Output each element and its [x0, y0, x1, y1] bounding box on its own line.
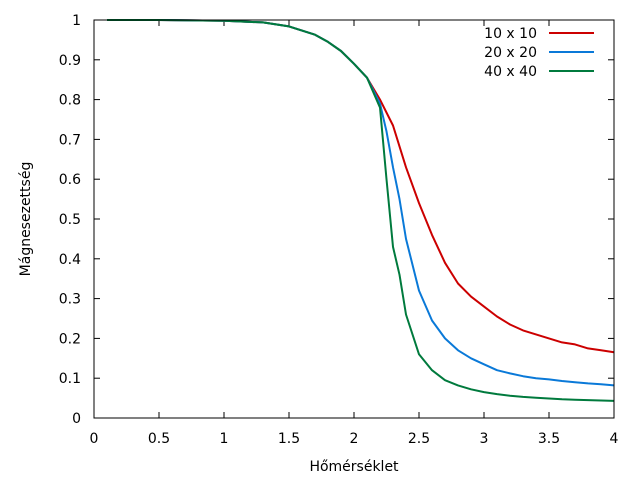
- y-tick-label: 0.8: [59, 93, 81, 109]
- x-tick-label: 1: [220, 431, 229, 447]
- y-tick-label: 0.6: [59, 172, 81, 188]
- y-tick-label: 0.7: [59, 132, 81, 148]
- y-tick-label: 0.1: [59, 371, 81, 387]
- legend-label: 10 x 10: [484, 26, 537, 42]
- legend-label: 40 x 40: [484, 64, 537, 80]
- plot-frame: [93, 19, 615, 419]
- y-tick-label: 0.4: [59, 252, 81, 268]
- y-tick-label: 1: [72, 13, 81, 29]
- series-line-3: [107, 19, 615, 402]
- legend-label: 20 x 20: [484, 45, 537, 61]
- x-tick-label: 3.5: [538, 431, 560, 447]
- x-tick-label: 2.5: [408, 431, 430, 447]
- y-tick-label: 0.2: [59, 331, 81, 347]
- y-tick-label: 0: [72, 411, 81, 427]
- x-tick-label: 2: [350, 431, 359, 447]
- axis-ticks: 0 0.5 1 1.5 2 2.5 3 3.5 4 0 0.1 0.2 0.3 0.4 0.5 0.6 0.7 0…: [59, 13, 619, 447]
- x-tick-label: 3: [480, 431, 489, 447]
- legend: 10 x 10 20 x 20 40 x 40: [484, 26, 594, 80]
- x-tick-label: 0: [90, 431, 99, 447]
- y-tick-label: 0.5: [59, 212, 81, 228]
- series-line-2: [107, 19, 615, 387]
- x-tick-label: 1.5: [278, 431, 300, 447]
- series-lines: [107, 19, 615, 402]
- x-tick-label: 4: [610, 431, 619, 447]
- y-tick-label: 0.3: [59, 292, 81, 308]
- x-tick-label: 0.5: [148, 431, 170, 447]
- y-axis-label: Mágnesezettség: [18, 162, 34, 277]
- x-axis-label: Hőmérséklet: [309, 459, 399, 475]
- y-tick-label: 0.9: [59, 53, 81, 69]
